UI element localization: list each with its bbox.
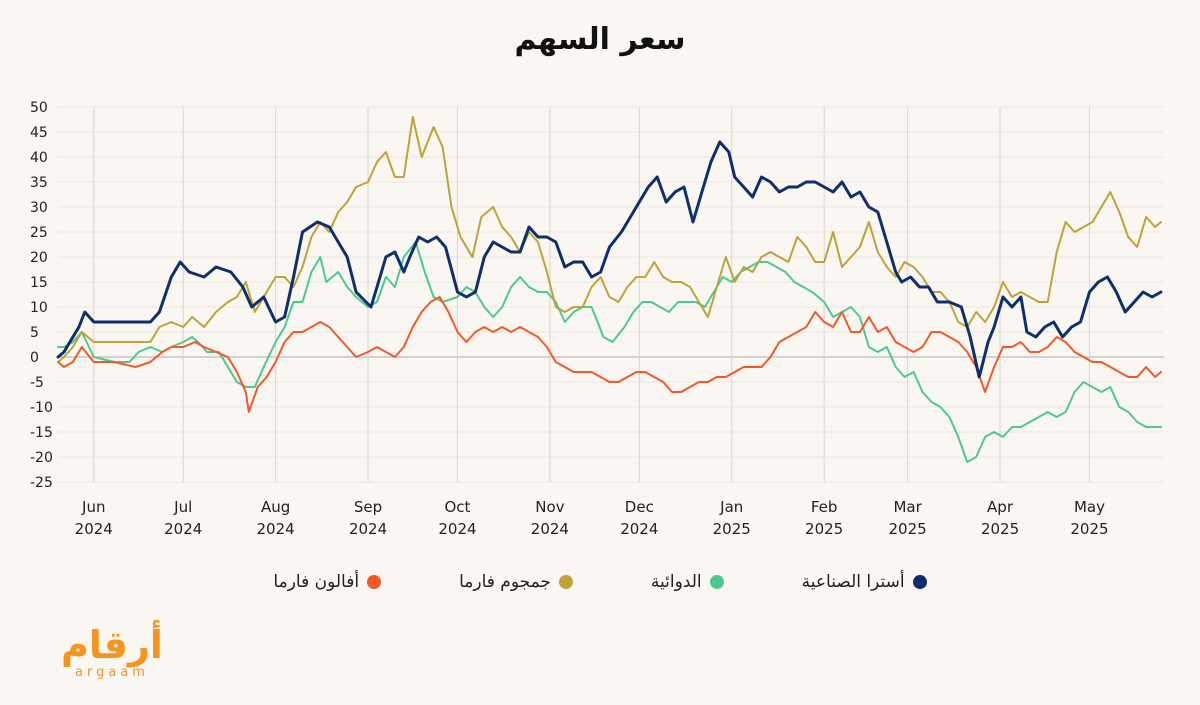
x-tick-label: 2024 [438, 520, 476, 538]
legend-marker [558, 575, 573, 589]
x-tick-label: 2024 [257, 520, 295, 538]
x-tick-label: Aug [261, 498, 290, 516]
legend-marker [367, 575, 382, 589]
x-tick-label: Dec [625, 498, 654, 516]
series-lines [56, 116, 1163, 463]
x-tick-label: 2024 [620, 520, 658, 538]
x-tick-label: Feb [811, 498, 838, 516]
legend: أسترا الصناعية الدوائية جمجوم فارما أفال… [0, 572, 1200, 592]
y-tick-label: 40 [30, 150, 48, 166]
series-line-0 [56, 140, 1163, 379]
y-tick-label: 0 [30, 350, 39, 366]
x-tick-label: 2025 [981, 520, 1019, 538]
y-tick-label: 35 [30, 175, 48, 191]
x-tick-label: 2024 [164, 520, 202, 538]
line-chart: -25-20-15-10-505101520253035404550Jun202… [30, 100, 1164, 538]
x-tick-label: 2025 [1070, 520, 1108, 538]
legend-marker [912, 575, 927, 589]
argaam-logo: أرقام argaam [61, 620, 163, 680]
legend-item-avalon: أفالون فارما [273, 572, 382, 592]
series-line-3 [57, 296, 1162, 413]
legend-label: أفالون فارما [273, 572, 360, 592]
legend-label: جمجوم فارما [459, 572, 551, 592]
legend-item-jamjoom: جمجوم فارما [459, 572, 573, 592]
x-tick-label: 2025 [805, 520, 843, 538]
x-tick-label: Oct [445, 498, 471, 516]
legend-label: الدوائية [650, 572, 702, 592]
y-tick-label: 5 [30, 325, 39, 341]
y-tick-label: -10 [30, 400, 53, 416]
x-tick-label: Jun [81, 498, 105, 516]
x-tick-label: 2025 [889, 520, 927, 538]
y-tick-label: 30 [30, 200, 48, 216]
y-tick-label: 50 [30, 100, 48, 116]
y-tick-label: 25 [30, 225, 48, 241]
legend-item-astra: أسترا الصناعية [802, 572, 927, 592]
logo-arabic-text: أرقام [61, 620, 163, 668]
legend-label: أسترا الصناعية [801, 572, 905, 592]
y-tick-label: 20 [30, 250, 48, 266]
logo-latin-text: argaam [75, 665, 149, 680]
legend-marker [709, 575, 724, 589]
x-tick-label: 2024 [531, 520, 569, 538]
x-tick-label: Apr [987, 498, 1014, 516]
x-tick-label: Sep [354, 498, 382, 516]
y-tick-label: -20 [30, 450, 53, 466]
x-tick-label: 2024 [75, 520, 113, 538]
y-tick-label: 45 [30, 125, 48, 141]
series-line-1 [57, 241, 1162, 463]
x-tick-label: 2024 [349, 520, 387, 538]
y-tick-label: 10 [30, 300, 48, 316]
legend-item-pharma: الدوائية [651, 572, 724, 592]
y-tick-label: -15 [30, 425, 53, 441]
y-tick-label: -25 [30, 475, 53, 491]
series-line-2 [57, 116, 1162, 363]
axes: -25-20-15-10-505101520253035404550Jun202… [30, 100, 1109, 538]
y-tick-label: 15 [30, 275, 48, 291]
x-tick-label: Jul [173, 498, 192, 516]
x-tick-label: Nov [535, 498, 564, 516]
y-tick-label: -5 [30, 375, 44, 391]
x-tick-label: Mar [893, 498, 922, 516]
x-tick-label: Jan [719, 498, 743, 516]
x-tick-label: 2025 [713, 520, 751, 538]
chart-title: سعر السهم [514, 22, 686, 57]
x-tick-label: May [1074, 498, 1105, 516]
